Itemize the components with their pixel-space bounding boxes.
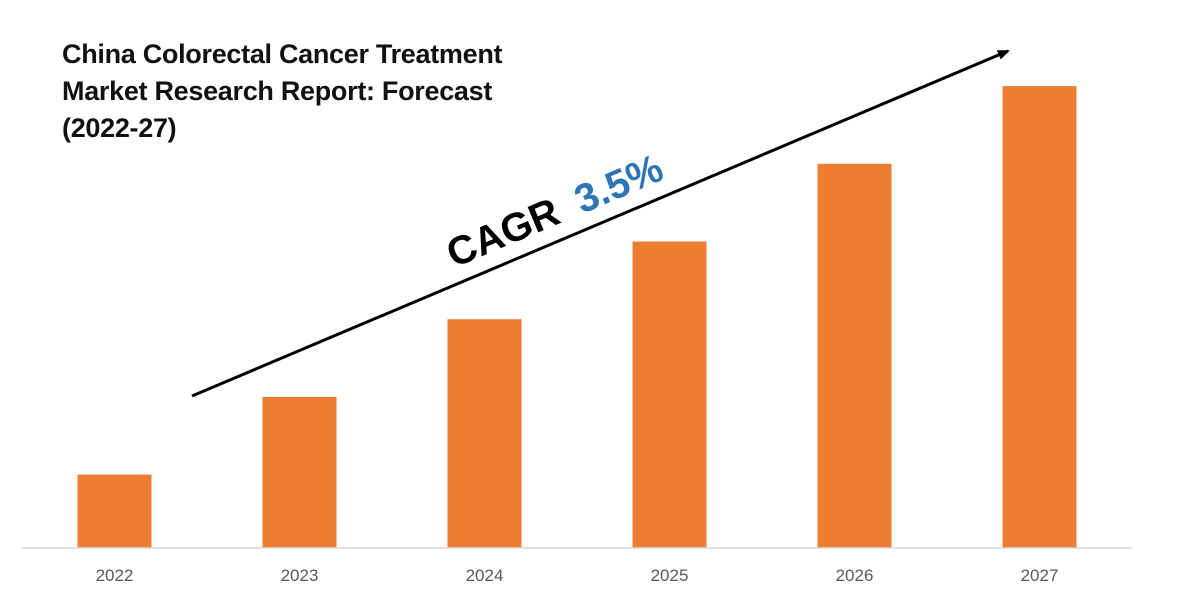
chart-title-line-1: China Colorectal Cancer Treatment: [62, 39, 503, 69]
bar-2023: [262, 396, 337, 548]
x-tick-labels: 2022 2023 2024 2025 2026 2027: [96, 566, 1059, 585]
bar-2025: [632, 241, 707, 548]
bar-2027: [1002, 86, 1077, 548]
x-tick-label-2023: 2023: [281, 566, 319, 585]
x-tick-label-2026: 2026: [836, 566, 874, 585]
x-tick-label-2024: 2024: [466, 566, 504, 585]
bar-2022: [77, 474, 152, 548]
bars-layer: [77, 86, 1077, 549]
chart-title-line-3: (2022-27): [62, 113, 177, 143]
cagr-trend-arrow: [191, 49, 1010, 398]
bar-2024: [447, 319, 522, 548]
bar-2026: [817, 163, 892, 549]
cagr-value: 3.5%: [568, 146, 669, 222]
x-tick-label-2022: 2022: [96, 566, 134, 585]
chart-title-line-2: Market Research Report: Forecast: [62, 76, 493, 106]
x-tick-label-2027: 2027: [1021, 566, 1059, 585]
x-tick-label-2025: 2025: [651, 566, 689, 585]
chart-title: China Colorectal Cancer Treatment Market…: [62, 36, 582, 147]
